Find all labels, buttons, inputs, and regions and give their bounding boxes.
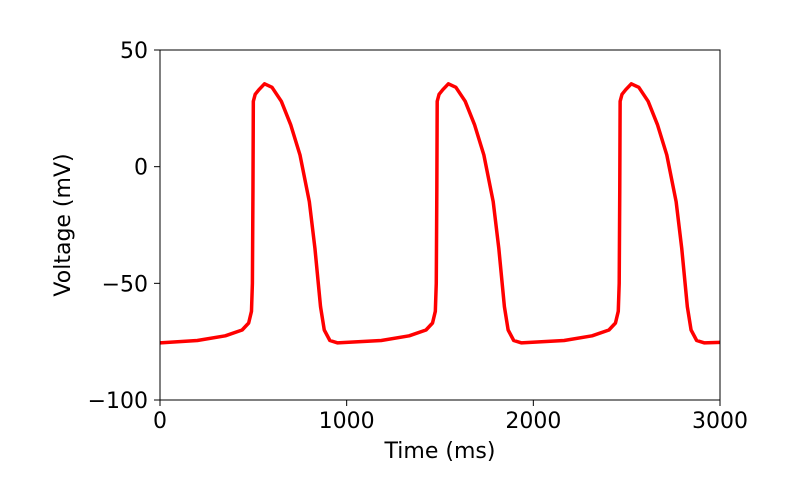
x-axis-label: Time (ms) <box>384 439 496 464</box>
line-series <box>159 82 721 345</box>
x-tick-label: 2000 <box>505 409 561 434</box>
y-tick-label: −100 <box>88 389 148 414</box>
y-axis-label: Voltage (mV) <box>51 153 76 296</box>
y-tick-label: −50 <box>102 272 148 297</box>
plot-frame <box>159 49 721 401</box>
y-tick-label: 0 <box>134 156 148 181</box>
x-tick-label: 3000 <box>692 409 748 434</box>
x-tick-label: 0 <box>153 409 167 434</box>
x-tick-label: 1000 <box>319 409 375 434</box>
y-tick-label: 50 <box>120 39 148 64</box>
